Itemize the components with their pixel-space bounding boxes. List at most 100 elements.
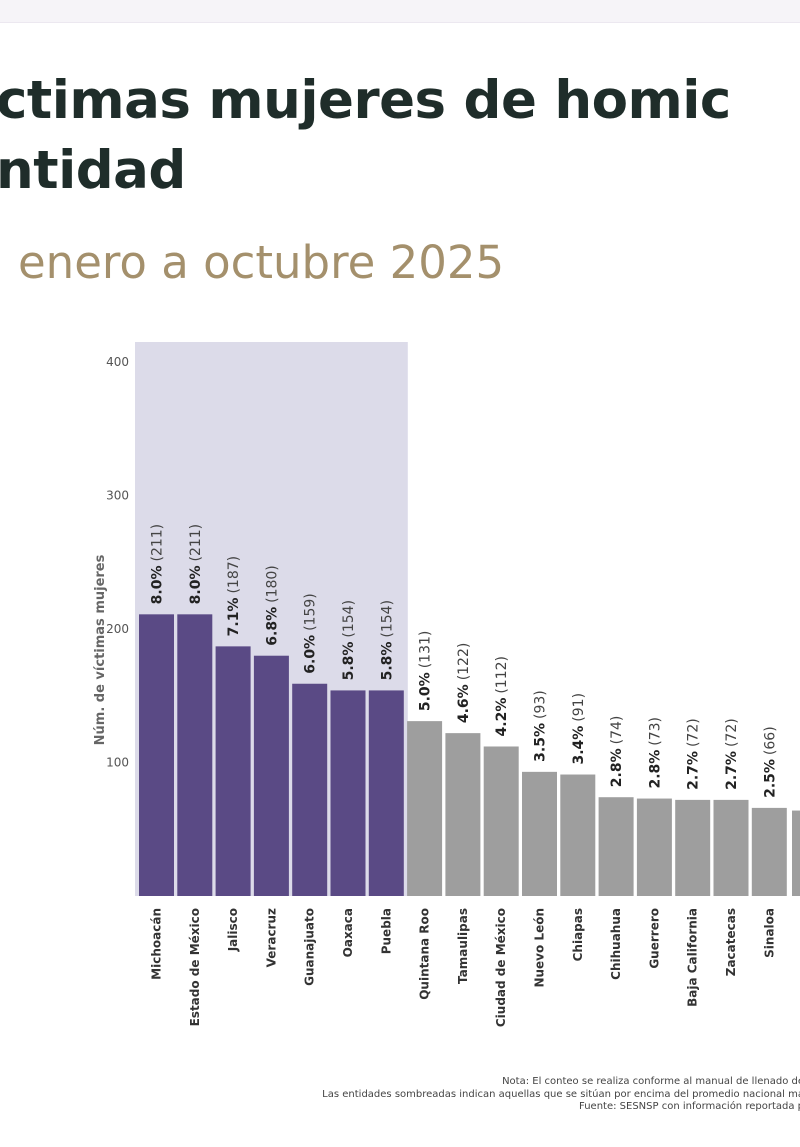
bar-count-label: (187) bbox=[226, 556, 242, 594]
x-tick-label: Guanajuato bbox=[303, 908, 317, 986]
bar-pct-label: 5.8% bbox=[379, 642, 395, 681]
bar-value-label: 5.8% (154) bbox=[379, 600, 395, 680]
bar-pct-label: 3.5% bbox=[533, 723, 549, 762]
bar-pct-label: 2.8% bbox=[647, 750, 663, 789]
bar-value-label: 7.1% (187) bbox=[226, 556, 242, 636]
bar-value-label: 2.8% (74) bbox=[609, 716, 625, 788]
bar bbox=[483, 746, 519, 896]
bar-value-label: 2.8% (73) bbox=[647, 717, 663, 789]
bar-value-label: 6.8% (180) bbox=[264, 565, 280, 645]
y-tick-label: 300 bbox=[106, 489, 129, 503]
bar bbox=[675, 799, 711, 896]
bar-pct-label: 2.7% bbox=[724, 751, 740, 790]
bar-count-label: (72) bbox=[724, 718, 740, 747]
bar-count-label: (159) bbox=[303, 593, 319, 631]
bar-count-label: (122) bbox=[456, 643, 472, 681]
x-tick-label: Oaxaca bbox=[341, 908, 355, 957]
bar bbox=[636, 798, 672, 896]
bar-value-label: 2.7% (72) bbox=[724, 718, 740, 790]
y-axis-label: Núm. de víctimas mujeres bbox=[93, 554, 108, 745]
bar-pct-label: 5.8% bbox=[341, 642, 357, 681]
bar-value-label: 8.0% (211) bbox=[188, 524, 204, 604]
bar bbox=[292, 683, 328, 896]
page-title: ctimas mujeres de homic ntidad bbox=[0, 66, 800, 206]
bar-count-label: (93) bbox=[533, 690, 549, 719]
bar-pct-label: 4.6% bbox=[456, 684, 472, 723]
page-subtitle: enero a octubre 2025 bbox=[18, 236, 505, 289]
x-tick-label: Puebla bbox=[379, 908, 393, 954]
bar bbox=[407, 721, 443, 896]
x-tick-label: Chihuahua bbox=[609, 908, 623, 980]
bar-value-label: 3.4% (91) bbox=[571, 693, 587, 765]
x-tick-label: Guerrero bbox=[647, 908, 661, 969]
bar bbox=[560, 774, 596, 896]
y-tick-label: 400 bbox=[106, 355, 129, 369]
title-line-2: ntidad bbox=[0, 140, 186, 201]
bar bbox=[522, 771, 557, 896]
x-tick-label: Tamaulipas bbox=[456, 908, 470, 984]
bar-value-label: 4.6% (122) bbox=[456, 643, 472, 723]
bar-pct-label: 7.1% bbox=[226, 598, 242, 637]
bar-partial bbox=[792, 810, 800, 896]
x-tick-label: Veracruz bbox=[264, 908, 278, 967]
bar-pct-label: 6.8% bbox=[264, 607, 280, 646]
x-tick-label: Zacatecas bbox=[724, 908, 738, 976]
x-tick-label: Baja California bbox=[686, 908, 700, 1007]
bar bbox=[330, 690, 366, 896]
bar-pct-label: 6.0% bbox=[303, 635, 319, 674]
bar-count-label: (73) bbox=[647, 717, 663, 746]
bar-value-label: 2.7% (72) bbox=[686, 718, 702, 790]
bar-count-label: (112) bbox=[494, 656, 510, 694]
bar-count-label: (154) bbox=[341, 600, 357, 638]
x-tick-label: Jalisco bbox=[226, 908, 240, 952]
x-tick-label: Estado de México bbox=[188, 908, 202, 1026]
top-bar bbox=[0, 0, 800, 23]
bar-pct-label: 8.0% bbox=[150, 565, 166, 604]
bar-pct-label: 4.2% bbox=[494, 698, 510, 737]
bar bbox=[177, 614, 213, 896]
bar bbox=[253, 655, 289, 896]
bar-value-label: 6.0% (159) bbox=[303, 593, 319, 673]
bar bbox=[751, 807, 787, 896]
bar-chart: 100 200 300 400 Núm. de víctimas mujeres 8.0%… bbox=[93, 342, 800, 1027]
x-tick-label: Quintana Roo bbox=[418, 908, 432, 1000]
bar-count-label: (74) bbox=[609, 716, 625, 745]
bar-pct-label: 2.8% bbox=[609, 748, 625, 787]
bar bbox=[368, 690, 404, 896]
bar-count-label: (154) bbox=[379, 600, 395, 638]
bar-pct-label: 3.4% bbox=[571, 726, 587, 765]
bar-pct-label: 2.7% bbox=[686, 751, 702, 790]
bar bbox=[445, 733, 481, 896]
x-tick-label: Nuevo León bbox=[533, 908, 547, 988]
bar-count-label: (91) bbox=[571, 693, 587, 722]
bar-count-label: (180) bbox=[264, 565, 280, 603]
bar bbox=[713, 799, 749, 896]
bar-count-label: (131) bbox=[418, 631, 434, 669]
bar bbox=[215, 646, 251, 896]
footnote-source: Fuente: SESNSP con información reportada… bbox=[579, 1101, 800, 1112]
bar-value-label: 8.0% (211) bbox=[150, 524, 166, 604]
bar-count-label: (72) bbox=[686, 718, 702, 747]
bar-pct-label: 2.5% bbox=[762, 759, 778, 798]
footnote-note: Nota: El conteo se realiza conforme al m… bbox=[502, 1076, 800, 1087]
title-line-1: ctimas mujeres de homic bbox=[0, 70, 731, 131]
x-tick-label: Chiapas bbox=[571, 908, 585, 961]
y-tick-label: 200 bbox=[106, 622, 129, 636]
bar-count-label: (211) bbox=[188, 524, 204, 562]
bar bbox=[139, 614, 174, 896]
bar-value-label: 2.5% (66) bbox=[762, 726, 778, 798]
bar-value-label: 4.2% (112) bbox=[494, 656, 510, 736]
footnote-shading: Las entidades sombreadas indican aquella… bbox=[322, 1088, 800, 1100]
bar-pct-label: 8.0% bbox=[188, 565, 204, 604]
bar-value-label: 3.5% (93) bbox=[533, 690, 549, 762]
bar-count-label: (211) bbox=[150, 524, 166, 562]
bar-value-label: 5.0% (131) bbox=[418, 631, 434, 711]
bar-pct-label: 5.0% bbox=[418, 672, 434, 711]
bar-count-label: (66) bbox=[762, 726, 778, 755]
y-tick-label: 100 bbox=[106, 756, 129, 770]
x-tick-label: Michoacán bbox=[150, 908, 164, 980]
x-tick-label: Ciudad de México bbox=[494, 908, 508, 1027]
bar-value-label: 5.8% (154) bbox=[341, 600, 357, 680]
footnotes: Nota: El conteo se realiza conforme al m… bbox=[322, 1076, 800, 1114]
bar bbox=[598, 797, 634, 896]
